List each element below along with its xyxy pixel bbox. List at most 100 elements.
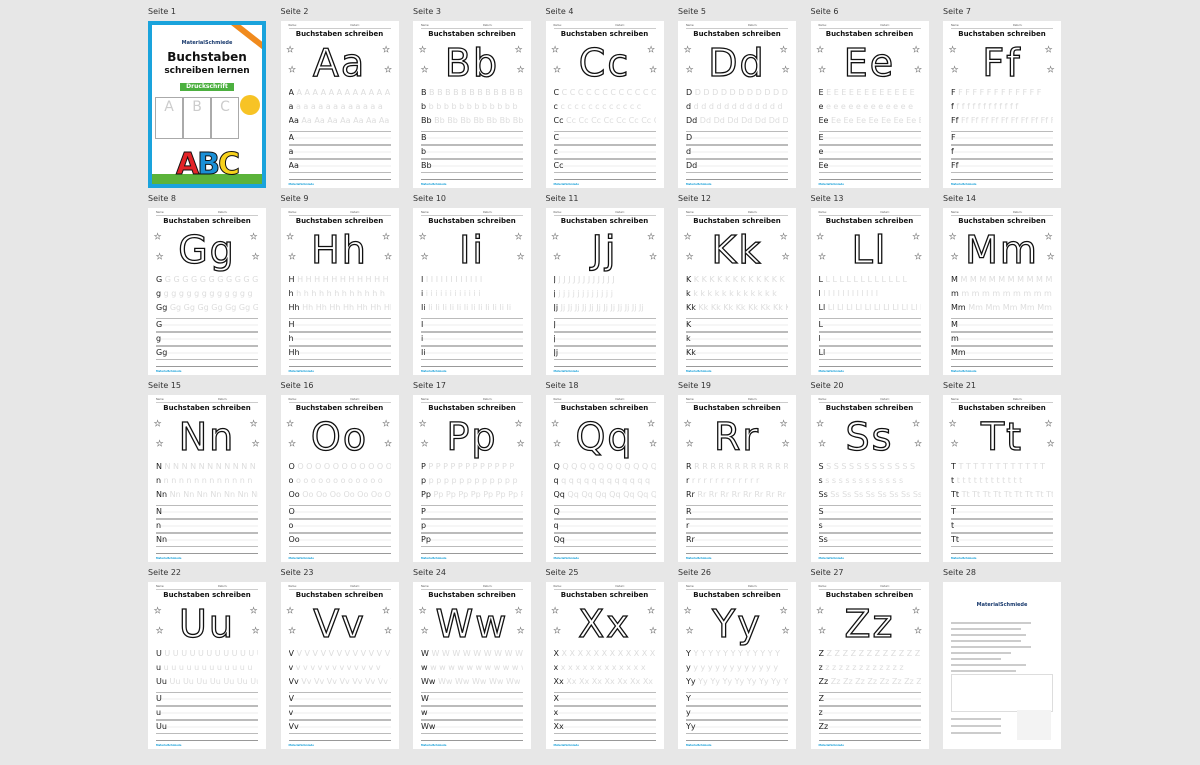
writing-line[interactable]: m (951, 332, 1053, 346)
writing-line[interactable]: Xx (553, 720, 656, 734)
writing-line[interactable]: D (686, 131, 788, 145)
writing-line[interactable]: T (951, 505, 1053, 519)
writing-line[interactable]: Ss (818, 533, 921, 547)
page-preview[interactable]: Name: Datum: Buchstaben schreiben Cc ★ ★ ★ ★ C C… (545, 21, 664, 188)
writing-line[interactable]: j (553, 332, 656, 346)
page-thumbnail[interactable]: Seite 7 Name: Datum: Buchstaben schreiben Ff… (943, 0, 1063, 188)
page-preview[interactable]: Name: Datum: Buchstaben schreiben Kk ★ ★ ★ ★ K K… (678, 208, 796, 375)
writing-line[interactable]: N (156, 505, 258, 519)
writing-line[interactable]: Uu (156, 720, 258, 734)
page-preview[interactable]: Name: Datum: Buchstaben schreiben Xx ★ ★ ★ ★ X X… (545, 582, 664, 749)
writing-line[interactable]: Dd (686, 159, 788, 173)
page-preview[interactable]: Name: Datum: Buchstaben schreiben Mm ★ ★ ★ ★ M M… (943, 208, 1061, 375)
page-thumbnail[interactable]: Seite 18 Name: Datum: Buchstaben schreiben Q… (545, 374, 666, 562)
page-preview[interactable]: Name: Datum: Buchstaben schreiben Ss ★ ★ ★ ★ S S… (810, 395, 929, 562)
page-thumbnail[interactable]: Seite 28 MaterialSchmiede (943, 561, 1063, 749)
writing-line[interactable]: d (686, 145, 788, 159)
page-preview[interactable]: Name: Datum: Buchstaben schreiben Zz ★ ★ ★ ★ Z Z… (810, 582, 929, 749)
page-thumbnail[interactable]: Seite 22 Name: Datum: Buchstaben schreiben U… (148, 561, 268, 749)
page-preview[interactable]: Name: Datum: Buchstaben schreiben Ii ★ ★ ★ ★ I I… (413, 208, 531, 375)
writing-line[interactable]: S (818, 505, 921, 519)
page-thumbnail[interactable]: Seite 13 Name: Datum: Buchstaben schreiben L… (810, 187, 931, 375)
writing-line[interactable]: Vv (288, 720, 391, 734)
writing-line[interactable]: Ii (421, 346, 523, 360)
writing-line[interactable]: M (951, 318, 1053, 332)
page-preview[interactable]: Name: Datum: Buchstaben schreiben Jj ★ ★ ★ ★ J J… (545, 208, 664, 375)
writing-line[interactable]: Z (818, 692, 921, 706)
page-preview[interactable]: Name: Datum: Buchstaben schreiben Gg ★ ★ ★ ★ G G… (148, 208, 266, 375)
page-thumbnail[interactable]: Seite 24 Name: Datum: Buchstaben schreiben W… (413, 561, 533, 749)
writing-line[interactable]: b (421, 145, 523, 159)
page-preview[interactable]: Name: Datum: Buchstaben schreiben Aa ★ ★ ★ ★ A A… (280, 21, 399, 188)
page-preview[interactable]: Name: Datum: Buchstaben schreiben Vv ★ ★ ★ ★ V V… (280, 582, 399, 749)
writing-line[interactable]: A (288, 131, 391, 145)
writing-line[interactable]: L (818, 318, 921, 332)
writing-line[interactable]: Bb (421, 159, 523, 173)
writing-line[interactable]: r (686, 519, 788, 533)
page-preview[interactable]: Name: Datum: Buchstaben schreiben Ll ★ ★ ★ ★ L L… (810, 208, 929, 375)
writing-line[interactable]: w (421, 706, 523, 720)
writing-line[interactable]: h (288, 332, 391, 346)
page-preview[interactable]: Name: Datum: Buchstaben schreiben Qq ★ ★ ★ ★ Q Q… (545, 395, 664, 562)
writing-line[interactable]: l (818, 332, 921, 346)
writing-line[interactable]: U (156, 692, 258, 706)
writing-line[interactable]: o (288, 519, 391, 533)
writing-line[interactable]: Ww (421, 720, 523, 734)
writing-line[interactable]: Hh (288, 346, 391, 360)
writing-line[interactable]: J (553, 318, 656, 332)
writing-line[interactable]: u (156, 706, 258, 720)
writing-line[interactable]: s (818, 519, 921, 533)
writing-line[interactable]: Mm (951, 346, 1053, 360)
page-preview[interactable]: MaterialSchmiede (943, 582, 1061, 749)
page-preview[interactable]: MaterialSchmiede Buchstaben schreiben lern… (148, 21, 266, 188)
page-preview[interactable]: Name: Datum: Buchstaben schreiben Nn ★ ★ ★ ★ N N… (148, 395, 266, 562)
page-thumbnail[interactable]: Seite 3 Name: Datum: Buchstaben schreiben Bb… (413, 0, 533, 188)
writing-line[interactable]: Zz (818, 720, 921, 734)
writing-line[interactable]: Cc (553, 159, 656, 173)
writing-line[interactable]: Aa (288, 159, 391, 173)
writing-line[interactable]: I (421, 318, 523, 332)
writing-line[interactable]: F (951, 131, 1053, 145)
page-preview[interactable]: Name: Datum: Buchstaben schreiben Pp ★ ★ ★ ★ P P… (413, 395, 531, 562)
page-preview[interactable]: Name: Datum: Buchstaben schreiben Bb ★ ★ ★ ★ B B… (413, 21, 531, 188)
writing-line[interactable]: z (818, 706, 921, 720)
writing-line[interactable]: X (553, 692, 656, 706)
writing-line[interactable]: q (553, 519, 656, 533)
page-thumbnail[interactable]: Seite 4 Name: Datum: Buchstaben schreiben Cc… (545, 0, 666, 188)
page-thumbnail[interactable]: Seite 21 Name: Datum: Buchstaben schreiben T… (943, 374, 1063, 562)
page-preview[interactable]: Name: Datum: Buchstaben schreiben Ee ★ ★ ★ ★ E E… (810, 21, 929, 188)
page-thumbnail[interactable]: Seite 5 Name: Datum: Buchstaben schreiben Dd… (678, 0, 798, 188)
writing-line[interactable]: Oo (288, 533, 391, 547)
page-thumbnail[interactable]: Seite 17 Name: Datum: Buchstaben schreiben P… (413, 374, 533, 562)
writing-line[interactable]: p (421, 519, 523, 533)
writing-line[interactable]: H (288, 318, 391, 332)
writing-line[interactable]: G (156, 318, 258, 332)
writing-line[interactable]: Rr (686, 533, 788, 547)
page-preview[interactable]: Name: Datum: Buchstaben schreiben Uu ★ ★ ★ ★ U U… (148, 582, 266, 749)
page-preview[interactable]: Name: Datum: Buchstaben schreiben Rr ★ ★ ★ ★ R R… (678, 395, 796, 562)
writing-line[interactable]: v (288, 706, 391, 720)
writing-line[interactable]: x (553, 706, 656, 720)
page-preview[interactable]: Name: Datum: Buchstaben schreiben Hh ★ ★ ★ ★ H H… (280, 208, 399, 375)
writing-line[interactable]: O (288, 505, 391, 519)
writing-line[interactable]: Yy (686, 720, 788, 734)
writing-line[interactable]: K (686, 318, 788, 332)
writing-line[interactable]: k (686, 332, 788, 346)
writing-line[interactable]: g (156, 332, 258, 346)
writing-line[interactable]: Ll (818, 346, 921, 360)
page-thumbnail[interactable]: Seite 1 MaterialSchmiede Buchstaben schreib… (148, 0, 268, 188)
page-thumbnail[interactable]: Seite 10 Name: Datum: Buchstaben schreiben I… (413, 187, 533, 375)
page-preview[interactable]: Name: Datum: Buchstaben schreiben Ww ★ ★ ★ ★ W W… (413, 582, 531, 749)
writing-line[interactable]: Tt (951, 533, 1053, 547)
writing-line[interactable]: n (156, 519, 258, 533)
writing-line[interactable]: P (421, 505, 523, 519)
page-thumbnail[interactable]: Seite 16 Name: Datum: Buchstaben schreiben O… (280, 374, 401, 562)
writing-line[interactable]: y (686, 706, 788, 720)
writing-line[interactable]: f (951, 145, 1053, 159)
page-preview[interactable]: Name: Datum: Buchstaben schreiben Dd ★ ★ ★ ★ D D… (678, 21, 796, 188)
writing-line[interactable]: Gg (156, 346, 258, 360)
page-thumbnail[interactable]: Seite 8 Name: Datum: Buchstaben schreiben Gg… (148, 187, 268, 375)
writing-line[interactable]: Q (553, 505, 656, 519)
writing-line[interactable]: C (553, 131, 656, 145)
writing-line[interactable]: Y (686, 692, 788, 706)
